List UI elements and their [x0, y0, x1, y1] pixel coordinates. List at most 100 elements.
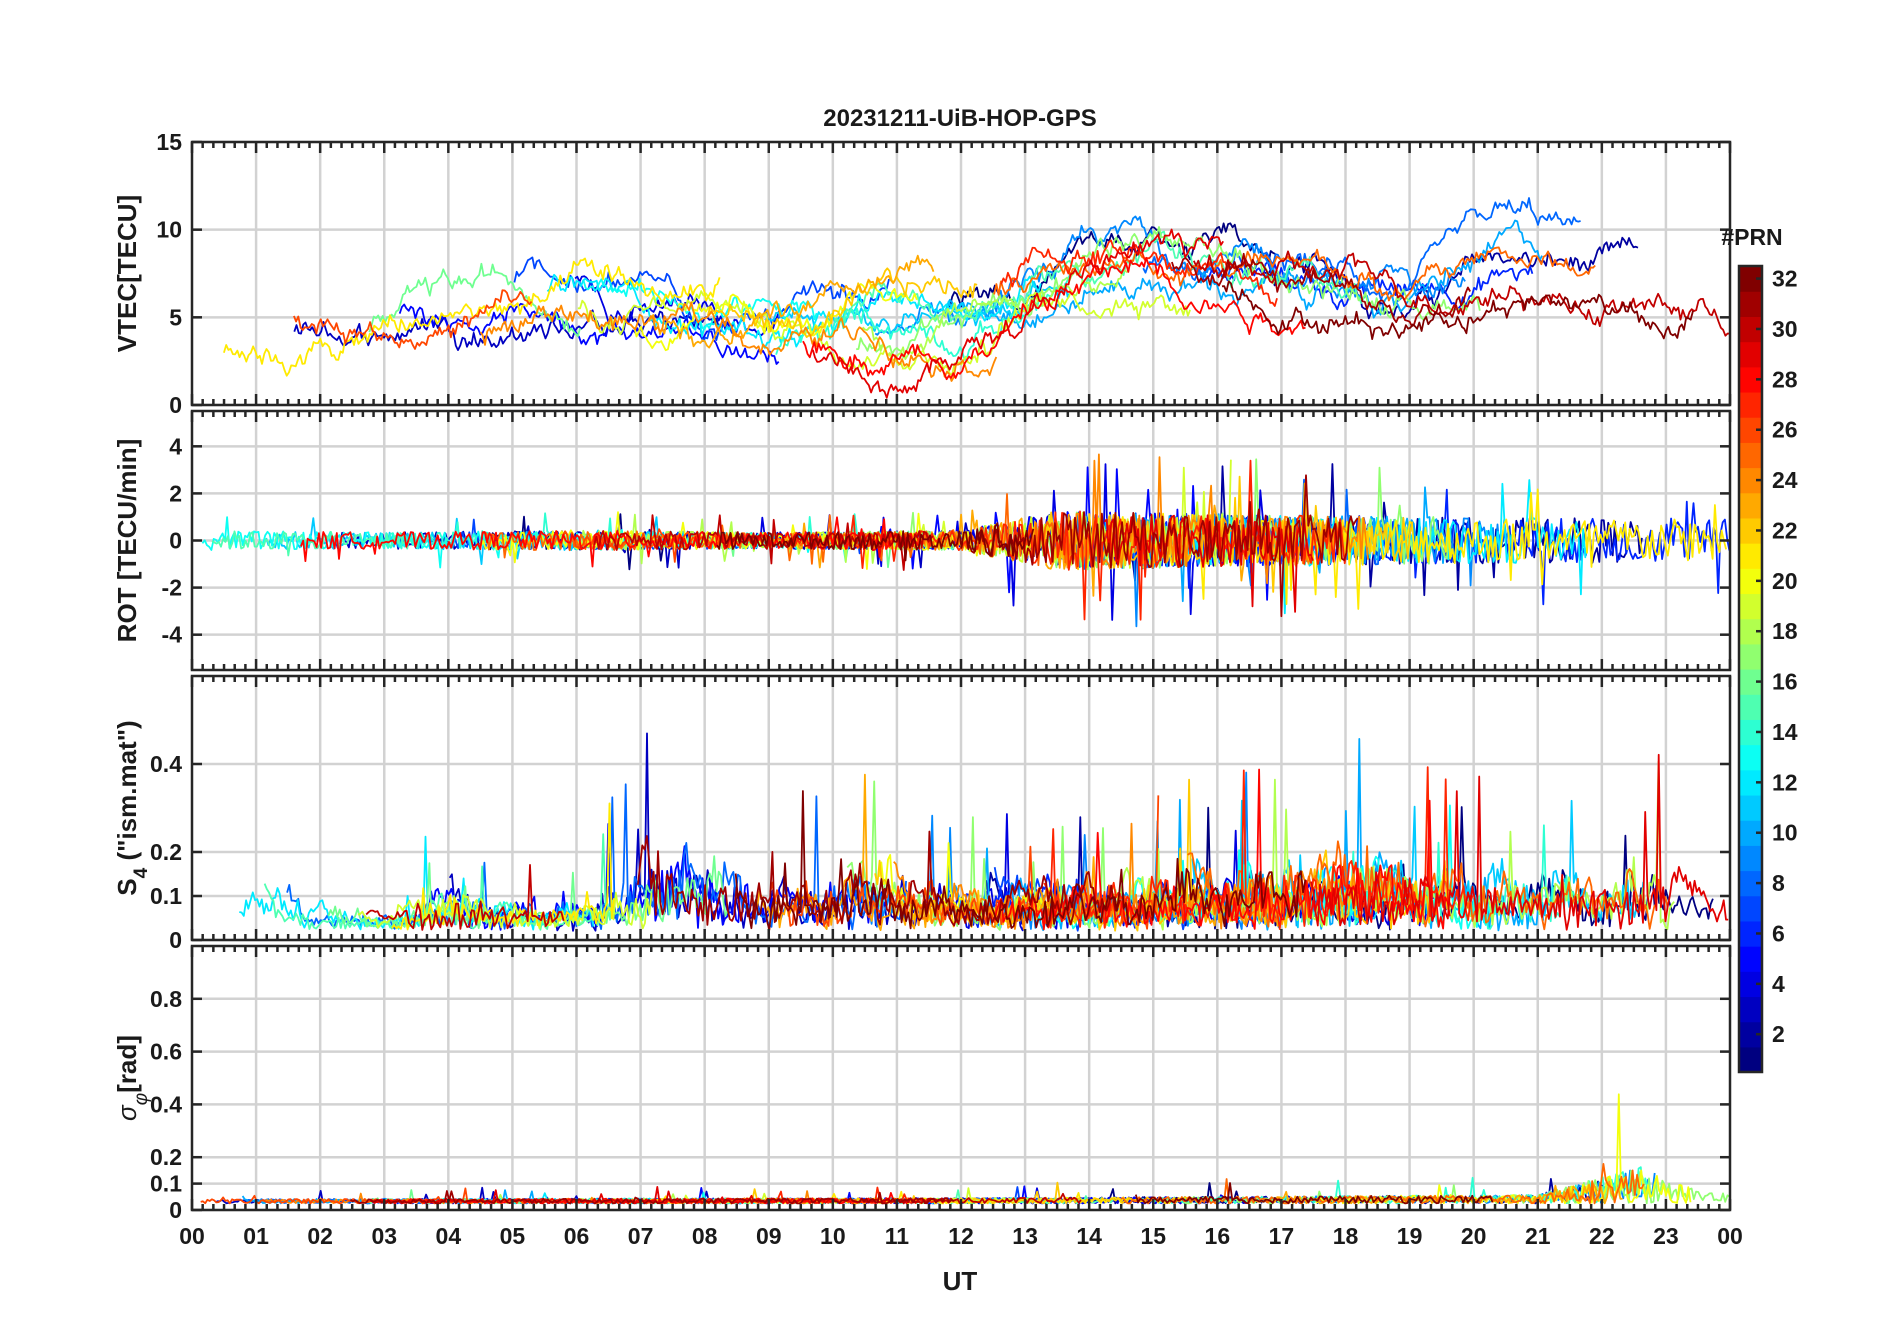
y-tick-label: 0.1 [150, 1171, 182, 1197]
x-tick-label: 02 [307, 1223, 333, 1249]
trace-prn-27 [1043, 766, 1474, 930]
colorbar-cell [1739, 820, 1762, 846]
colorbar-cell [1739, 341, 1762, 368]
colorbar-cell [1739, 266, 1762, 292]
trace-prn-32 [1134, 1182, 1494, 1205]
trace-prn-26 [293, 289, 533, 350]
colorbar-tick-label: 32 [1772, 266, 1798, 292]
colorbar-cell [1739, 971, 1762, 998]
x-tick-label: 13 [1012, 1223, 1038, 1249]
y-tick-label: 0.2 [150, 1144, 182, 1170]
trace-prn-30 [593, 514, 934, 571]
y-tick-label: 0.8 [150, 986, 182, 1012]
colorbar-cell [1739, 794, 1762, 821]
colorbar-tick-label: 28 [1772, 366, 1798, 392]
colorbar-cell [1739, 744, 1762, 771]
x-axis-label: UT [943, 1266, 978, 1296]
x-tick-label: 22 [1589, 1223, 1615, 1249]
trace-prn-24 [1055, 453, 1369, 585]
trace-prn-30 [862, 1192, 1082, 1205]
colorbar-tick-label: 30 [1772, 316, 1798, 342]
colorbar-cell [1739, 517, 1762, 544]
x-tick-label: 23 [1653, 1223, 1679, 1249]
trace-prn-29 [1310, 753, 1729, 931]
x-tick-label: 06 [564, 1223, 590, 1249]
y-tick-label: 15 [156, 129, 182, 155]
trace-prn-14 [775, 264, 1080, 361]
x-tick-label: 03 [371, 1223, 397, 1249]
y-tick-label: 4 [169, 433, 182, 459]
x-tick-label: 08 [692, 1223, 718, 1249]
trace-prn-19 [577, 289, 1191, 376]
trace-prn-24 [479, 301, 998, 382]
colorbar-label: #PRN [1721, 224, 1782, 250]
y-tick-label: 0.4 [150, 1091, 182, 1117]
panel-2: -4 -2 0 2 4 ROT [TECU/min] [112, 409, 1732, 672]
panel-1: 0 5 10 15 VTEC[TECU] [112, 129, 1732, 418]
colorbar-cell [1739, 316, 1762, 343]
trace-prn-32 [734, 790, 1307, 931]
colorbar-tick-label: 18 [1772, 618, 1798, 644]
colorbar-tick-label: 22 [1772, 517, 1798, 543]
colorbar-cell [1739, 769, 1762, 796]
x-tick-label: 04 [436, 1223, 462, 1249]
colorbar-cell [1739, 467, 1762, 494]
colorbar-cell [1739, 543, 1762, 569]
y-axis-label: ROT [TECU/min] [112, 439, 142, 643]
colorbar-frame [1737, 264, 1764, 1074]
x-tick-label: 12 [948, 1223, 974, 1249]
colorbar-cell [1739, 669, 1762, 695]
y-axis-label: S4 ("ism.mat") [112, 720, 152, 895]
x-tick-label: 00 [1717, 1223, 1743, 1249]
x-tick-label: 09 [756, 1223, 782, 1249]
trace-prn-25 [481, 493, 1080, 569]
trace-prn-25 [1187, 840, 1669, 931]
colorbar-tick-label: 4 [1772, 971, 1785, 997]
y-tick-label: -2 [162, 575, 182, 601]
y-tick-label: 2 [169, 480, 182, 506]
trace-prn-31 [1171, 252, 1471, 328]
trace-prn-32 [716, 522, 1035, 562]
colorbar-cell [1739, 1021, 1762, 1048]
panel-3: 0 0.1 0.2 0.4S4 ("ism.mat") [112, 674, 1732, 953]
colorbar-cell [1739, 291, 1762, 317]
colorbar-tick-label: 20 [1772, 568, 1798, 594]
colorbar-cell [1739, 391, 1762, 418]
trace-prn-31 [349, 1190, 955, 1205]
colorbar-tick-label: 12 [1772, 769, 1798, 795]
trace-prn-21 [391, 802, 615, 931]
x-tick-label: 18 [1333, 1223, 1359, 1249]
y-tick-label: 0.4 [150, 751, 182, 777]
colorbar-cell [1739, 719, 1762, 746]
trace-prn-28 [802, 256, 1306, 381]
colorbar-tick-label: 8 [1772, 870, 1785, 896]
y-axis-label: σφ[rad] [112, 1035, 152, 1121]
x-tick-label: 00 [179, 1223, 205, 1249]
colorbar-tick-label: 26 [1772, 417, 1798, 443]
colorbar-cell [1739, 593, 1762, 620]
traces [223, 197, 1730, 399]
x-tick-label: 21 [1525, 1223, 1551, 1249]
colorbar-cell [1739, 920, 1762, 947]
y-axis-label: VTEC[TECU] [112, 195, 142, 352]
x-tick-label: 07 [628, 1223, 654, 1249]
y-tick-label: 0.6 [150, 1039, 182, 1065]
x-tick-label: 17 [1269, 1223, 1295, 1249]
colorbar-tick-label: 2 [1772, 1021, 1785, 1047]
colorbar-cell [1739, 442, 1762, 469]
y-tick-label: 0 [169, 392, 182, 418]
trace-prn-31 [967, 474, 1359, 618]
colorbar-cell [1739, 996, 1762, 1023]
figure-title: 20231211-UiB-HOP-GPS [823, 105, 1096, 132]
colorbar-cell [1739, 845, 1762, 872]
x-tick-label: 20 [1461, 1223, 1487, 1249]
y-tick-label: 0.2 [150, 839, 182, 865]
trace-prn-20 [1315, 1093, 1692, 1205]
traces [239, 732, 1729, 932]
x-tick-label: 01 [243, 1223, 269, 1249]
colorbar-cell [1739, 417, 1762, 443]
trace-prn-22 [707, 267, 978, 339]
